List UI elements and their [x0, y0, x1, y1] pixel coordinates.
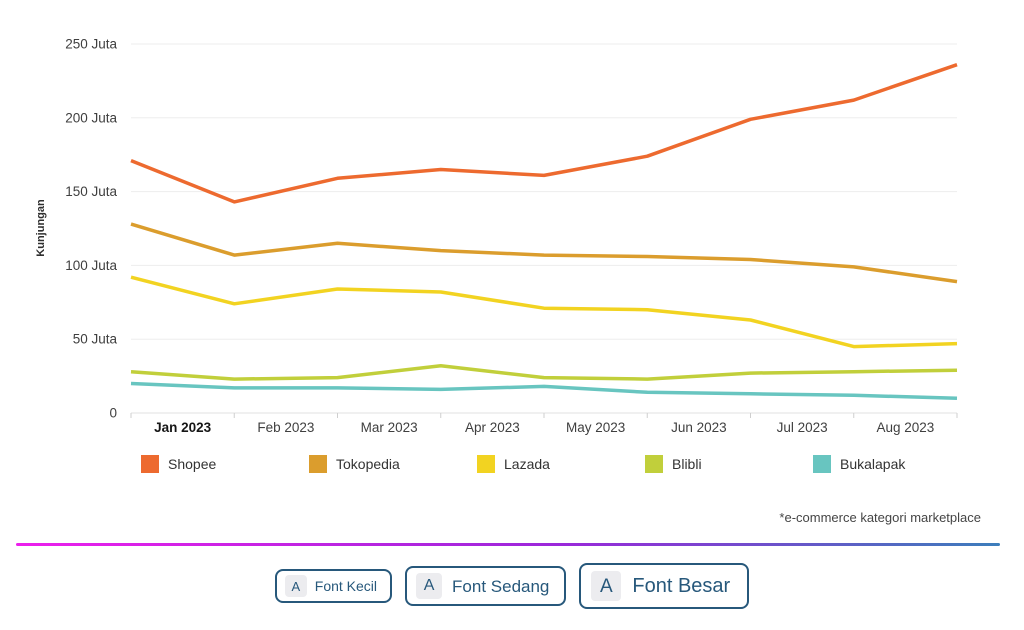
x-tick-label: Jun 2023: [671, 420, 727, 435]
visits-line-chart[interactable]: 0 50 Juta 100 Juta 150 Juta 200 Juta 250 Juta…: [0, 0, 1024, 446]
legend-label: Lazada: [504, 456, 550, 472]
y-axis-title: Kunjungan: [35, 199, 47, 257]
series-line-lazada[interactable]: [130, 275, 958, 349]
y-tick-label: 50 Juta: [73, 332, 118, 347]
blibli-color-swatch: [645, 455, 663, 473]
y-tick-label: 0: [109, 406, 117, 421]
series-line-shopee[interactable]: [130, 63, 958, 204]
bukalapak-color-swatch: [813, 455, 831, 473]
legend-item-tokopedia: Tokopedia: [309, 455, 477, 473]
y-tick-label: 100 Juta: [65, 258, 117, 273]
x-tick-label: Jul 2023: [777, 420, 828, 435]
series-line-tokopedia[interactable]: [130, 222, 958, 284]
x-tick-label: Mar 2023: [361, 420, 418, 435]
font-sedang-label: Font Sedang: [452, 576, 550, 596]
x-tick-label: Aug 2023: [876, 420, 934, 435]
x-tick-label: Feb 2023: [257, 420, 314, 435]
y-tick-label: 250 Juta: [65, 37, 117, 52]
font-sedang-button[interactable]: A Font Sedang: [405, 566, 567, 606]
legend-item-lazada: Lazada: [477, 455, 645, 473]
legend-label: Bukalapak: [840, 456, 906, 472]
font-size-a-icon: A: [591, 571, 622, 601]
gradient-divider: [16, 543, 1000, 546]
font-kecil-button[interactable]: A Font Kecil: [274, 569, 393, 603]
tokopedia-color-swatch: [309, 455, 327, 473]
font-kecil-label: Font Kecil: [314, 578, 378, 594]
x-tick-label: Apr 2023: [465, 420, 520, 435]
legend-item-bukalapak: Bukalapak: [813, 455, 981, 473]
shopee-color-swatch: [141, 455, 159, 473]
font-size-controls: A Font Kecil A Font Sedang A Font Besar: [0, 560, 1024, 612]
legend-item-blibli: Blibli: [645, 455, 813, 473]
chart-legend: Shopee Tokopedia Lazada Blibli Bukalapak: [141, 455, 981, 473]
chart-footnote: *e-commerce kategori marketplace: [779, 510, 981, 525]
x-tick-label: Jan 2023: [154, 420, 212, 435]
series-line-blibli[interactable]: [130, 364, 958, 381]
legend-item-shopee: Shopee: [141, 455, 309, 473]
legend-label: Blibli: [672, 456, 702, 472]
legend-label: Tokopedia: [336, 456, 400, 472]
y-tick-label: 150 Juta: [65, 184, 117, 199]
font-besar-label: Font Besar: [632, 575, 731, 597]
legend-label: Shopee: [168, 456, 217, 472]
font-size-a-icon: A: [416, 573, 443, 599]
font-size-a-icon: A: [284, 575, 307, 597]
series-line-bukalapak[interactable]: [130, 381, 958, 400]
lazada-color-swatch: [477, 455, 495, 473]
x-tick-label: May 2023: [566, 420, 625, 435]
y-tick-label: 200 Juta: [65, 110, 117, 125]
font-besar-button[interactable]: A Font Besar: [579, 563, 750, 609]
